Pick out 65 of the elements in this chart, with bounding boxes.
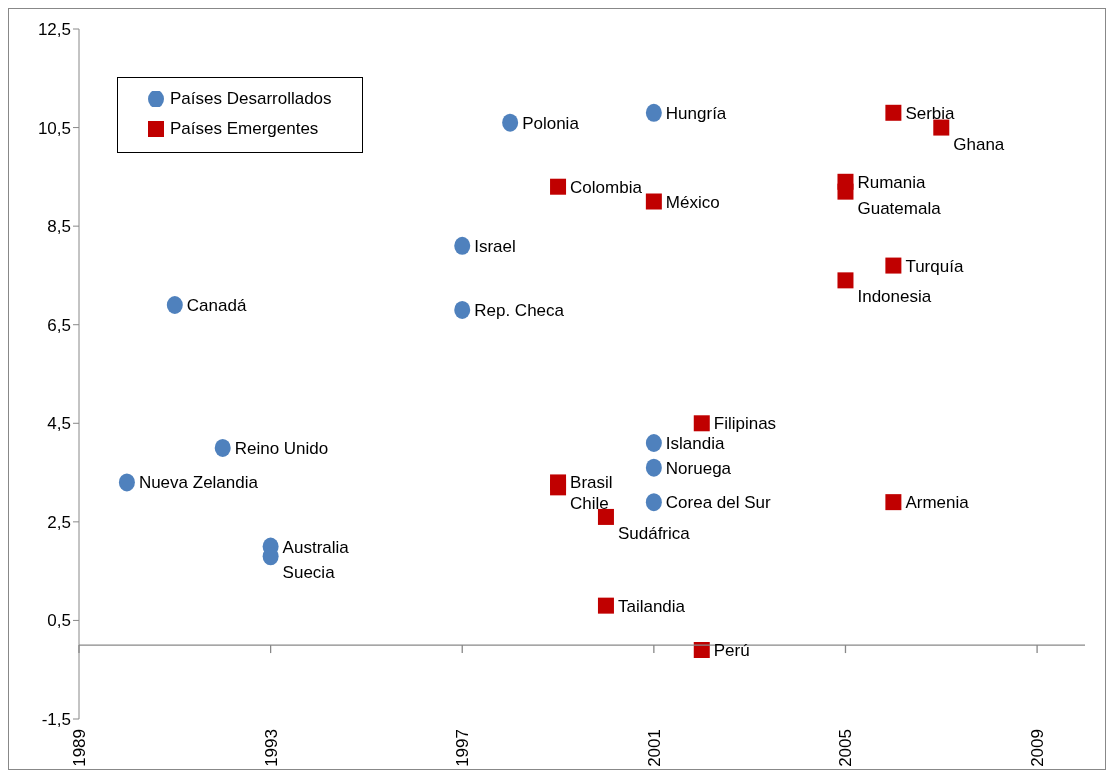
point — [550, 479, 567, 496]
annotation: Filipinas — [713, 414, 777, 434]
x-tick-label: 1993 — [261, 729, 281, 767]
annotation: Hungría — [665, 103, 727, 123]
point — [645, 493, 662, 512]
annotation: Noruega — [665, 458, 732, 478]
annotation: Islandia — [665, 434, 725, 453]
annotation: Suecia — [282, 563, 336, 583]
y-tick-label: 4,5 — [47, 414, 71, 434]
point — [933, 119, 950, 136]
annotation: Corea del Sur — [665, 493, 772, 513]
y-tick-label: 6,5 — [47, 315, 71, 335]
annotation: Serbia — [905, 103, 956, 123]
y-tick-label: 2,5 — [47, 512, 71, 532]
x-tick-label: 2005 — [836, 729, 856, 767]
y-tick-label: 10,5 — [37, 118, 71, 138]
y-tick-label: -1,5 — [41, 710, 71, 730]
legend-label: Países Desarrollados — [170, 89, 332, 109]
annotation: Reino Unido — [234, 438, 329, 458]
point — [645, 434, 662, 452]
annotation: Rep. Checa — [474, 300, 565, 320]
annotation: Guatemala — [857, 198, 942, 218]
point — [645, 103, 662, 122]
annotation: Polonia — [522, 113, 580, 133]
annotation: Perú — [713, 641, 750, 660]
x-tick-label: 1989 — [70, 729, 89, 767]
point — [885, 257, 902, 274]
point — [645, 193, 662, 210]
legend-label: Países Emergentes — [170, 119, 319, 139]
x-tick-label: 2009 — [1028, 729, 1048, 767]
annotation: Colombia — [570, 177, 643, 197]
annotation: Brasil — [570, 473, 613, 493]
x-tick-label: 2001 — [644, 729, 664, 767]
annotation: Canadá — [186, 296, 247, 315]
point — [118, 473, 135, 492]
point — [885, 104, 902, 121]
annotation: Australia — [282, 537, 350, 557]
point — [214, 438, 231, 457]
annotation: México — [665, 192, 720, 212]
y-tick-label: 12,5 — [37, 20, 71, 40]
point — [837, 272, 854, 289]
point — [693, 415, 710, 432]
x-tick-label: 1997 — [453, 729, 473, 767]
point — [837, 183, 854, 200]
point — [885, 494, 902, 511]
annotation: Rumania — [857, 172, 927, 192]
annotation: Nueva Zelandia — [138, 473, 259, 493]
y-tick-label: 8,5 — [47, 217, 71, 237]
annotation: Turquía — [905, 256, 964, 276]
y-tick-label: 0,5 — [47, 611, 71, 631]
point — [166, 296, 183, 314]
annotation: Israel — [474, 236, 516, 256]
annotation: Ghana — [953, 134, 1005, 154]
annotation: Chile — [570, 494, 609, 514]
point — [597, 597, 614, 614]
annotation: Tailandia — [617, 596, 686, 616]
annotation: Armenia — [905, 493, 970, 513]
point — [454, 300, 471, 319]
annotation: Indonesia — [857, 287, 932, 307]
point — [454, 236, 471, 255]
point — [645, 458, 662, 477]
annotation: Sudáfrica — [617, 523, 691, 543]
point — [597, 508, 614, 525]
point — [502, 113, 519, 132]
point — [550, 178, 567, 195]
